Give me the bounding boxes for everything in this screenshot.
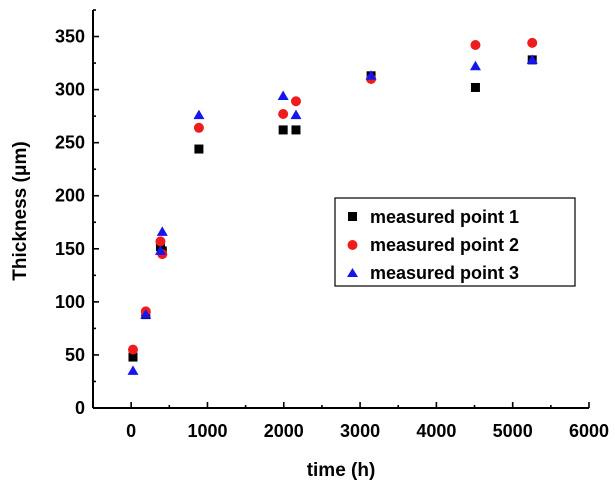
- series-1-point: [194, 144, 204, 154]
- series-3-point: [469, 60, 481, 71]
- series-1-point: [278, 125, 288, 135]
- series-3-point: [526, 54, 538, 64]
- x-tick-label: 4000: [416, 421, 456, 441]
- y-tick-label: 100: [55, 292, 85, 312]
- series-1-point: [291, 125, 301, 135]
- legend-label-3: measured point 3: [370, 263, 519, 283]
- legend-circle-icon: [347, 240, 358, 250]
- y-tick-label: 250: [55, 133, 85, 153]
- series-3-point: [154, 245, 166, 255]
- x-tick-label: 2000: [264, 421, 304, 441]
- series-3-point: [277, 90, 289, 100]
- series-1-point: [128, 352, 138, 362]
- legend-item-2: measured point 2: [347, 235, 519, 255]
- x-tick-label: 1000: [187, 421, 227, 441]
- axes: [92, 10, 589, 409]
- series-2-point: [278, 109, 289, 120]
- series-3-point: [140, 309, 152, 319]
- series-2-point: [127, 344, 138, 355]
- series-2-point: [290, 96, 301, 107]
- y-tick-label: 300: [55, 80, 85, 100]
- series-3-point: [290, 109, 302, 120]
- legend-triangle-icon: [347, 268, 358, 277]
- x-axis-title: time (h): [307, 460, 376, 481]
- series-2-point: [193, 122, 204, 133]
- y-axis-title: Thickness (μm): [10, 141, 31, 280]
- series-2-point: [527, 37, 538, 48]
- y-tick-label: 200: [55, 186, 85, 206]
- y-tick-label: 50: [65, 345, 85, 365]
- series-1-point: [470, 82, 480, 92]
- x-tick-label: 0: [126, 421, 136, 441]
- legend-item-3: measured point 3: [347, 263, 519, 283]
- y-tick-label: 350: [55, 27, 85, 47]
- series-3-point: [156, 226, 168, 236]
- legend-square-icon: [348, 212, 357, 221]
- x-tick-label: 5000: [493, 421, 533, 441]
- y-tick-label: 150: [55, 239, 85, 259]
- series-3-point: [365, 70, 377, 80]
- legend-label-1: measured point 1: [370, 207, 519, 227]
- ticks: 0 1000 2000 3000 4000 5000 6000 0 50 100 150 200 250…: [55, 9, 609, 441]
- x-tick-label: 3000: [340, 421, 380, 441]
- data-points: [127, 37, 538, 375]
- x-tick-label: 6000: [569, 421, 609, 441]
- legend-label-2: measured point 2: [370, 235, 519, 255]
- series-2-point: [470, 40, 481, 51]
- legend-item-1: measured point 1: [348, 207, 519, 227]
- y-tick-label: 0: [75, 398, 85, 418]
- series-2-point: [155, 236, 166, 247]
- legend-box: [334, 197, 576, 287]
- series-3-point: [127, 365, 139, 375]
- series-3-point: [193, 109, 205, 120]
- legend: measured point 1 measured point 2 measur…: [334, 197, 576, 287]
